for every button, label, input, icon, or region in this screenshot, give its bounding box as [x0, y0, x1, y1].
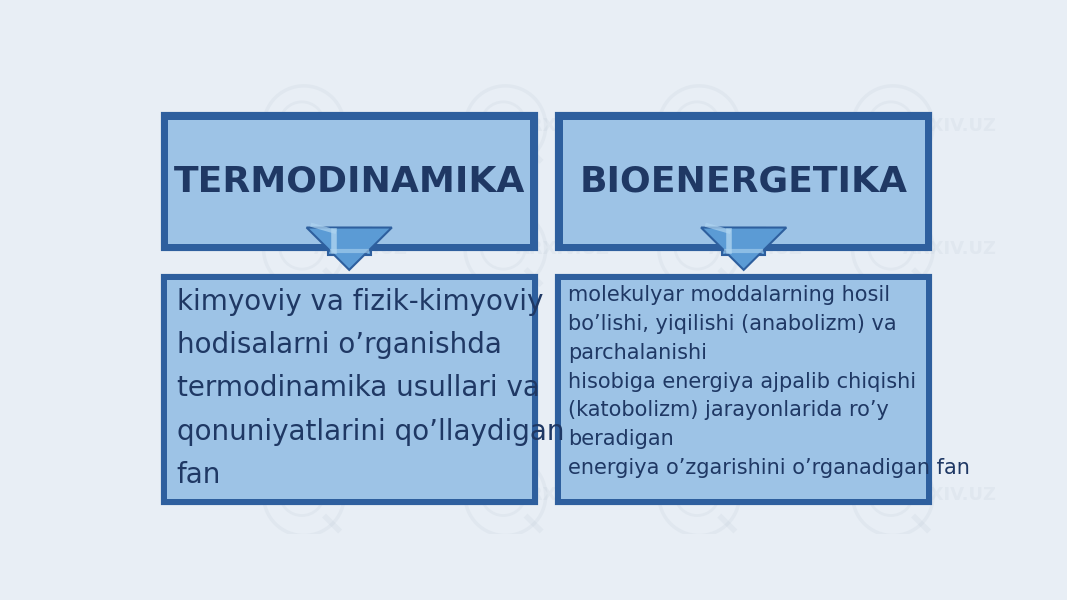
Polygon shape [722, 227, 765, 255]
Bar [169, 120, 530, 244]
Text: ARXIV.UZ: ARXIV.UZ [314, 487, 408, 505]
Bar [562, 120, 925, 244]
Polygon shape [701, 227, 786, 270]
Text: ARXIV.UZ: ARXIV.UZ [515, 487, 609, 505]
Bar [557, 115, 930, 249]
Text: ARXIV.UZ: ARXIV.UZ [314, 117, 408, 135]
Polygon shape [306, 227, 392, 270]
Text: BIOENERGETIKA: BIOENERGETIKA [579, 165, 908, 199]
Bar [561, 280, 926, 499]
Text: ARXIV.UZ: ARXIV.UZ [314, 240, 408, 258]
Text: ARXIV.UZ: ARXIV.UZ [515, 240, 609, 258]
Bar [166, 280, 531, 499]
Bar [557, 276, 930, 503]
Text: TERMODINAMIKA: TERMODINAMIKA [174, 165, 525, 199]
Text: ARXIV.UZ: ARXIV.UZ [903, 240, 997, 258]
Text: ARXIV.UZ: ARXIV.UZ [710, 240, 803, 258]
Text: ARXIV.UZ: ARXIV.UZ [903, 487, 997, 505]
Polygon shape [328, 227, 370, 255]
Text: ARXIV.UZ: ARXIV.UZ [710, 487, 803, 505]
Text: molekulyar moddalarning hosil
bo’lishi, yiqilishi (anabolizm) va
parchalanishi
h: molekulyar moddalarning hosil bo’lishi, … [568, 285, 970, 478]
Text: ARXIV.UZ: ARXIV.UZ [515, 117, 609, 135]
Bar [163, 115, 536, 249]
Bar [163, 276, 536, 503]
Text: ARXIV.UZ: ARXIV.UZ [710, 117, 803, 135]
Text: kimyoviy va fizik-kimyoviy
hodisalarni o’rganishda
termodinamika usullari va
qon: kimyoviy va fizik-kimyoviy hodisalarni o… [177, 287, 564, 489]
Text: ARXIV.UZ: ARXIV.UZ [903, 117, 997, 135]
